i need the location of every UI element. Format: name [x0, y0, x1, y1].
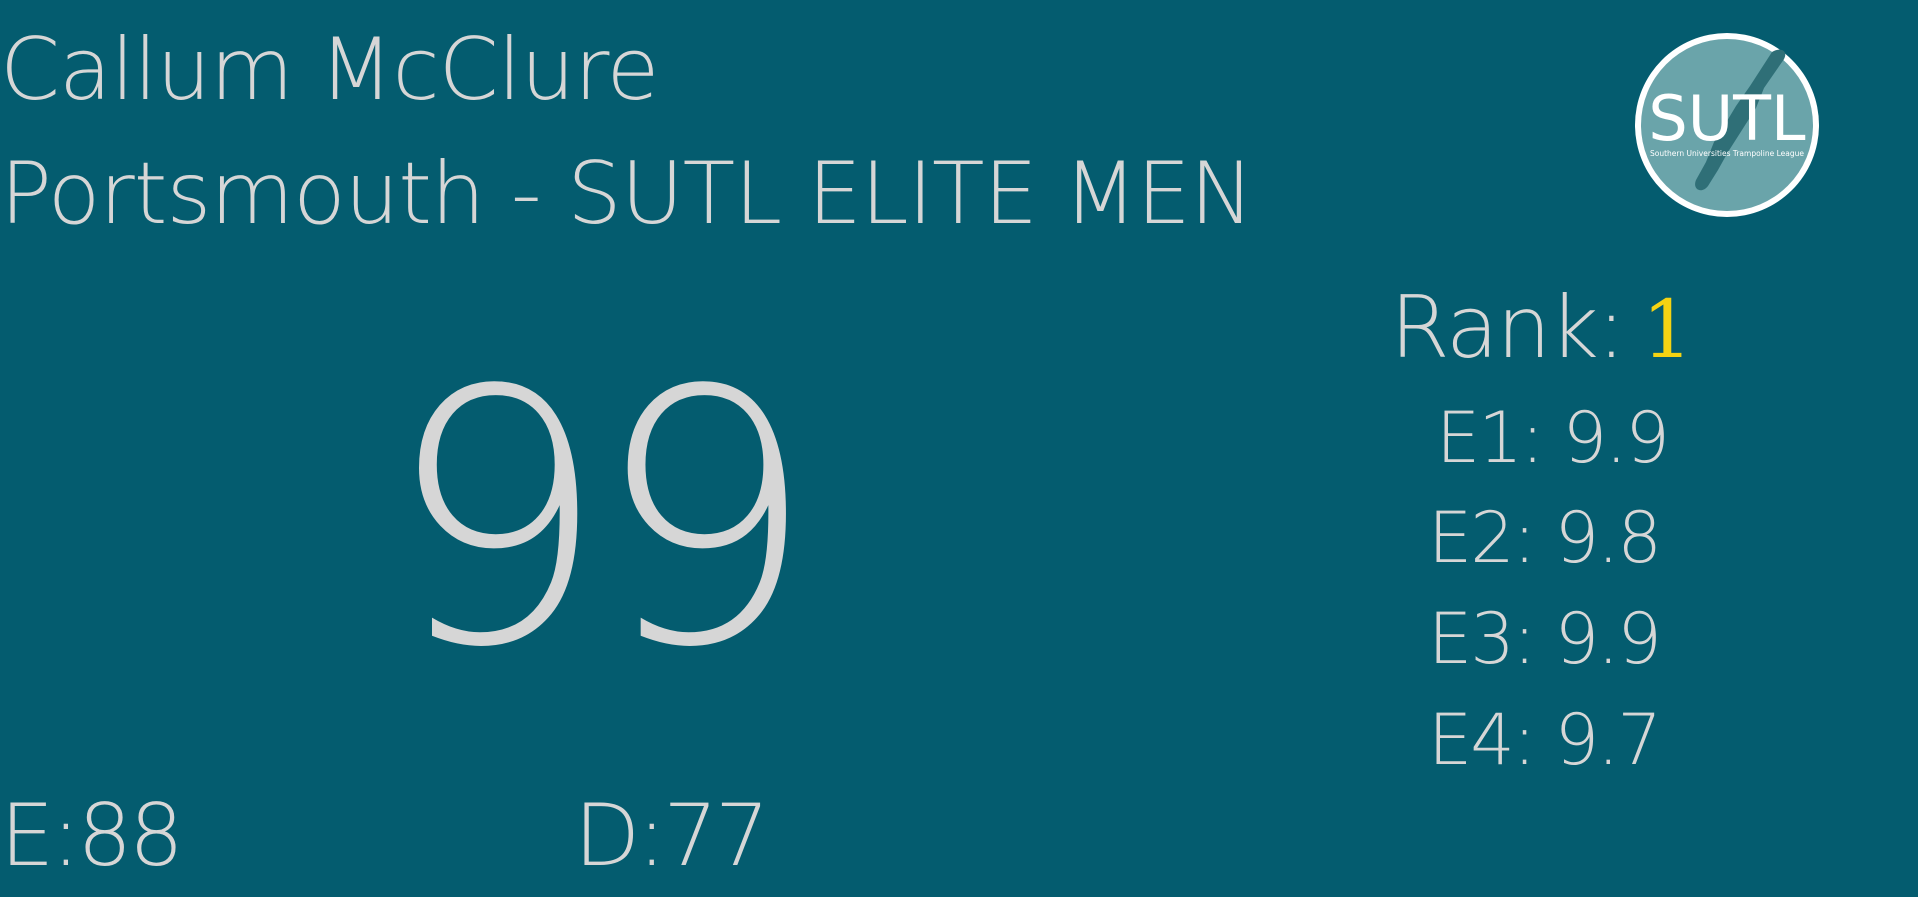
judge-score-e4: E4: 9.7 — [1428, 699, 1662, 781]
logo-athlete-figure — [1695, 49, 1786, 191]
difficulty-score: D:77 — [574, 786, 770, 886]
club-category-label: Portsmouth - SUTL ELITE MEN — [0, 144, 1254, 244]
logo-text: SUTL — [1648, 82, 1806, 155]
judge-score-e1: E1: 9.9 — [1436, 397, 1670, 479]
athlete-name: Callum McClure — [0, 20, 659, 120]
rank-display: Rank: 1 — [1390, 276, 1693, 382]
logo-subtitle: Southern Universities Trampoline League — [1650, 149, 1804, 158]
total-score: 99 — [385, 316, 816, 724]
judge-score-e3: E3: 9.9 — [1428, 598, 1662, 680]
sutl-logo: SUTL Southern Universities Trampoline Le… — [1635, 33, 1819, 217]
rank-value: 1 — [1641, 283, 1693, 376]
execution-score: E:88 — [0, 786, 184, 886]
judge-score-e2: E2: 9.8 — [1428, 497, 1662, 579]
rank-label: Rank: — [1390, 278, 1626, 378]
